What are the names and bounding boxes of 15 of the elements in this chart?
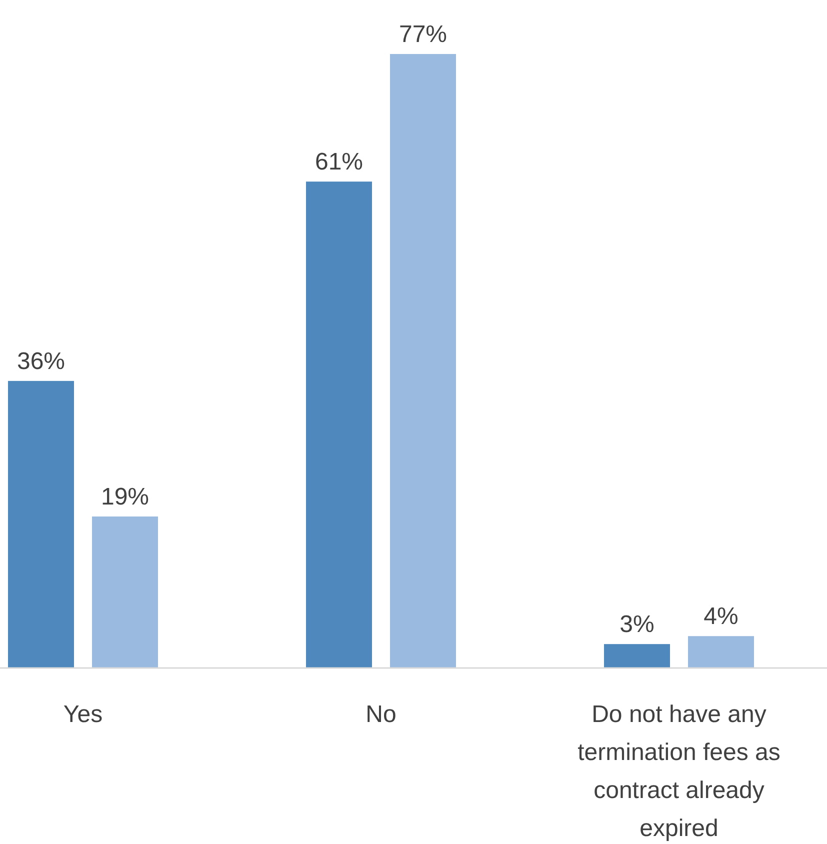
data-label: 77%: [398, 21, 448, 48]
x-tick-label: Do not have any termination fees as contract already expired: [578, 701, 780, 842]
data-label: 19%: [100, 483, 150, 510]
bar: [390, 54, 456, 668]
x-tick-label: No: [366, 701, 396, 728]
data-label: 36%: [16, 348, 66, 375]
bar: [306, 182, 372, 668]
bar: [8, 380, 74, 668]
data-label: 61%: [314, 148, 364, 176]
bar: [604, 644, 670, 668]
data-label: 3%: [620, 611, 654, 638]
bar: [92, 516, 158, 668]
x-tick-label: Yes: [63, 701, 103, 728]
bar: [688, 636, 754, 668]
data-label: 4%: [704, 603, 738, 630]
